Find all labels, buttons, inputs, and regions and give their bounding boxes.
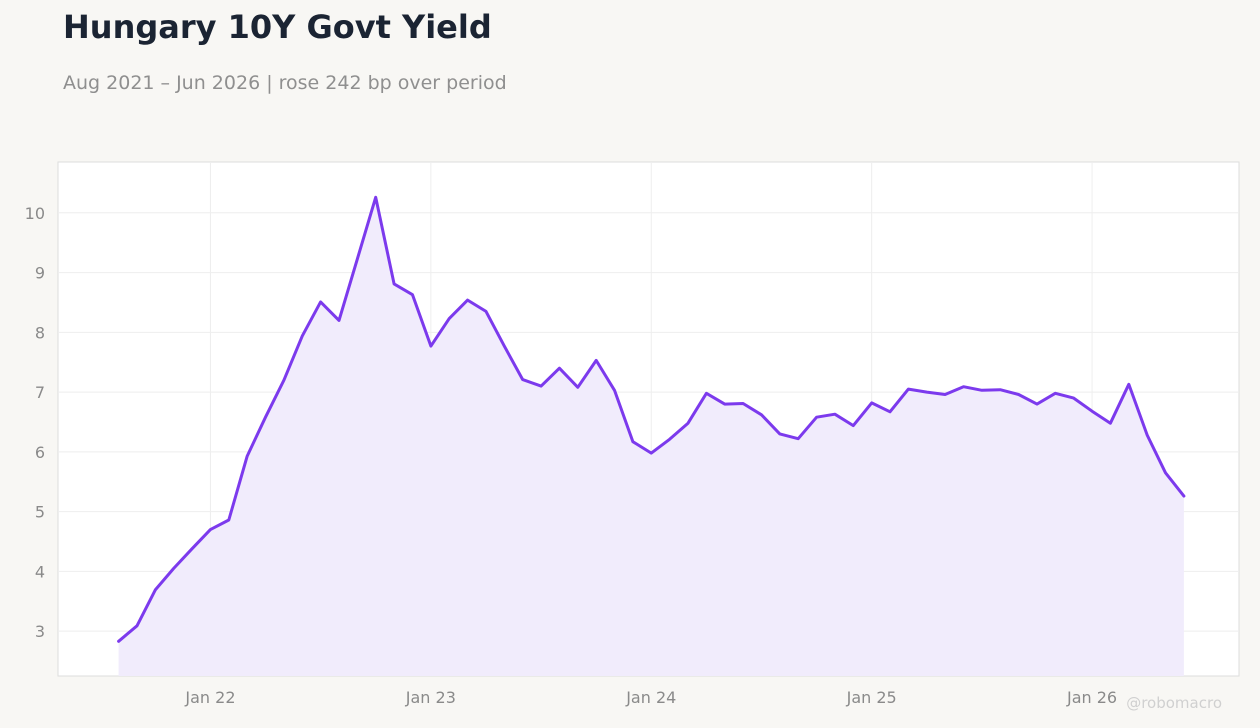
x-tick-label: Jan 26 [1066, 688, 1117, 707]
chart-subtitle: Aug 2021 – Jun 2026 | rose 242 bp over p… [63, 72, 507, 94]
series-area [118, 197, 1184, 677]
y-tick-label: 8 [35, 323, 45, 342]
y-tick-label: 6 [35, 443, 45, 462]
watermark: @robomacro [1126, 694, 1222, 712]
chart-title: Hungary 10Y Govt Yield [63, 8, 492, 46]
series-area-fill [118, 197, 1184, 677]
x-axis: Jan 22 Jan 23 Jan 24 Jan 25 Jan 26 [184, 688, 1117, 707]
y-tick-label: 10 [25, 204, 45, 223]
x-tick-label: Jan 25 [846, 688, 897, 707]
y-tick-label: 4 [35, 562, 45, 581]
y-axis: 3 4 5 6 7 8 9 10 [25, 204, 45, 641]
y-tick-label: 7 [35, 383, 45, 402]
y-tick-label: 3 [35, 622, 45, 641]
series-line-path [117, 195, 1186, 643]
series-line [117, 195, 1186, 643]
y-tick-label: 9 [35, 264, 45, 283]
x-tick-label: Jan 23 [405, 688, 456, 707]
y-tick-label: 5 [35, 503, 45, 522]
x-tick-label: Jan 24 [625, 688, 676, 707]
x-tick-label: Jan 22 [184, 688, 235, 707]
